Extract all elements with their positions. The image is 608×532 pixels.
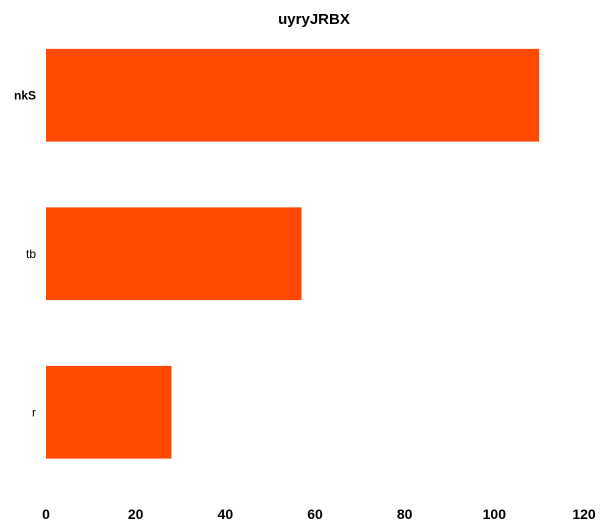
bars-layer <box>46 48 540 459</box>
x-tick-label: 0 <box>42 506 50 522</box>
x-tick-label: 100 <box>483 506 507 522</box>
y-tick-label: r <box>32 405 36 419</box>
bar-r <box>46 365 172 459</box>
x-tick-label: 80 <box>397 506 413 522</box>
y-tick-labels: nkS tb r <box>14 88 36 419</box>
x-tick-label: 120 <box>572 506 596 522</box>
bar-nkS <box>46 48 540 142</box>
chart-title: uyryJRBX <box>278 11 350 28</box>
bar-tb <box>46 207 302 301</box>
y-tick-label: nkS <box>14 88 36 102</box>
x-tick-label: 20 <box>128 506 144 522</box>
x-tick-label: 60 <box>307 506 323 522</box>
y-tick-label: tb <box>26 247 36 261</box>
x-tick-labels: 0 20 40 60 80 100 120 <box>42 506 596 522</box>
x-tick-label: 40 <box>218 506 234 522</box>
